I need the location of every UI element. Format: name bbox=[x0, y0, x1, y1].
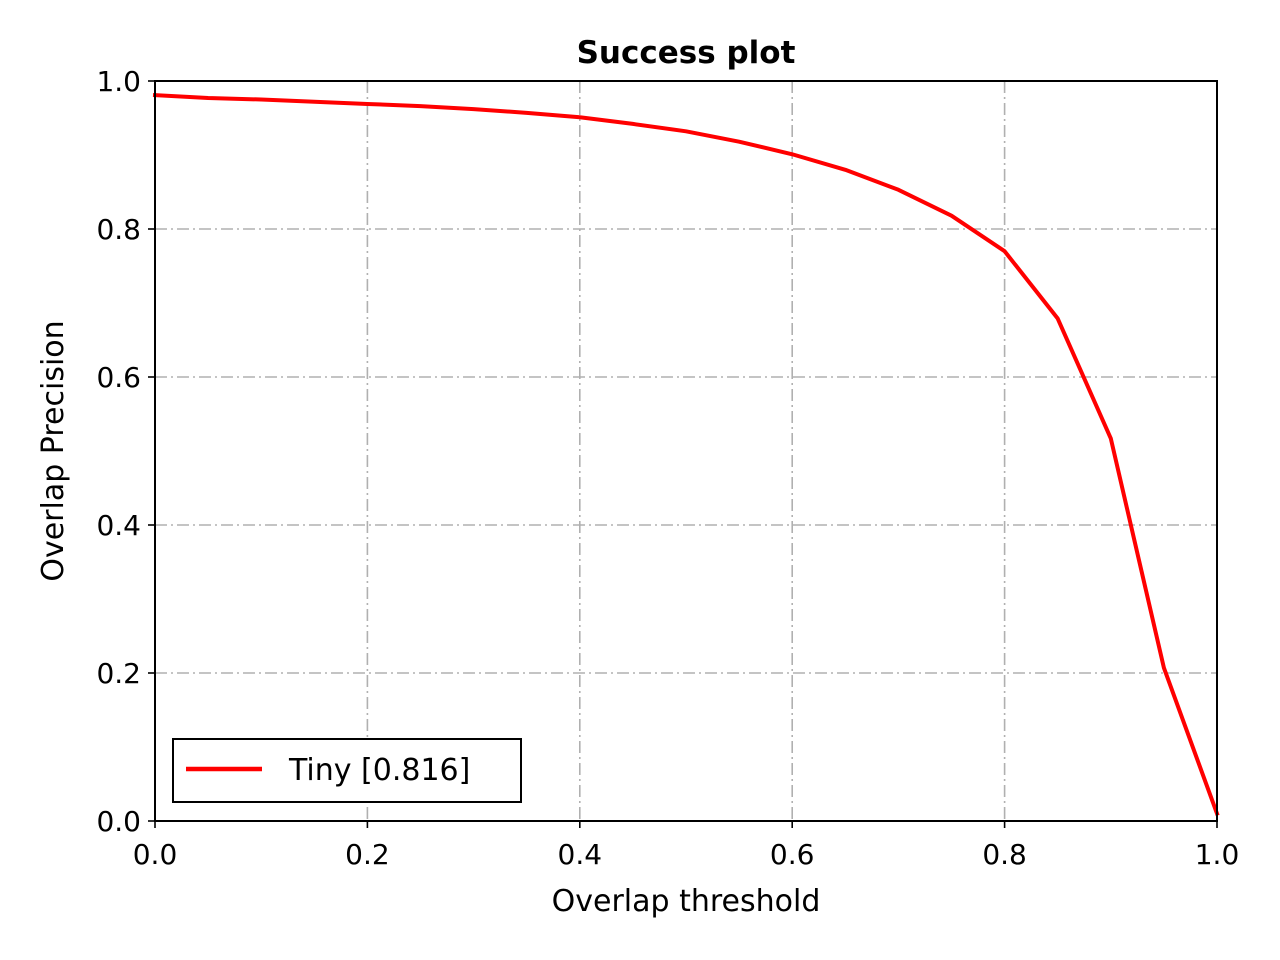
x-tick-label: 0.0 bbox=[133, 838, 178, 871]
y-tick-label: 0.8 bbox=[96, 213, 141, 246]
legend-label: Tiny [0.816] bbox=[288, 753, 470, 788]
plot-frame bbox=[154, 80, 1218, 822]
x-tick-label: 0.4 bbox=[558, 838, 603, 871]
axis-ticks: 0.0 0.2 0.4 0.6 0.8 1.0 0.0 0.2 0.4 0.6 0.8 1.0 bbox=[96, 65, 1239, 871]
series-layer bbox=[152, 92, 1220, 817]
x-tick-label: 0.6 bbox=[770, 838, 815, 871]
y-tick-label: 1.0 bbox=[96, 65, 141, 98]
chart-title: Success plot bbox=[577, 35, 796, 71]
y-tick-label: 0.4 bbox=[96, 509, 141, 542]
series-line bbox=[152, 92, 1220, 817]
x-tick-label: 0.2 bbox=[345, 838, 390, 871]
x-axis-label: Overlap threshold bbox=[552, 884, 821, 919]
y-axis-label: Overlap Precision bbox=[36, 320, 71, 581]
y-tick-label: 0.0 bbox=[96, 805, 141, 838]
legend: Tiny [0.816] bbox=[172, 738, 522, 803]
x-tick-label: 1.0 bbox=[1195, 838, 1240, 871]
y-tick-label: 0.2 bbox=[96, 657, 141, 690]
y-tick-label: 0.6 bbox=[96, 361, 141, 394]
x-tick-label: 0.8 bbox=[982, 838, 1027, 871]
